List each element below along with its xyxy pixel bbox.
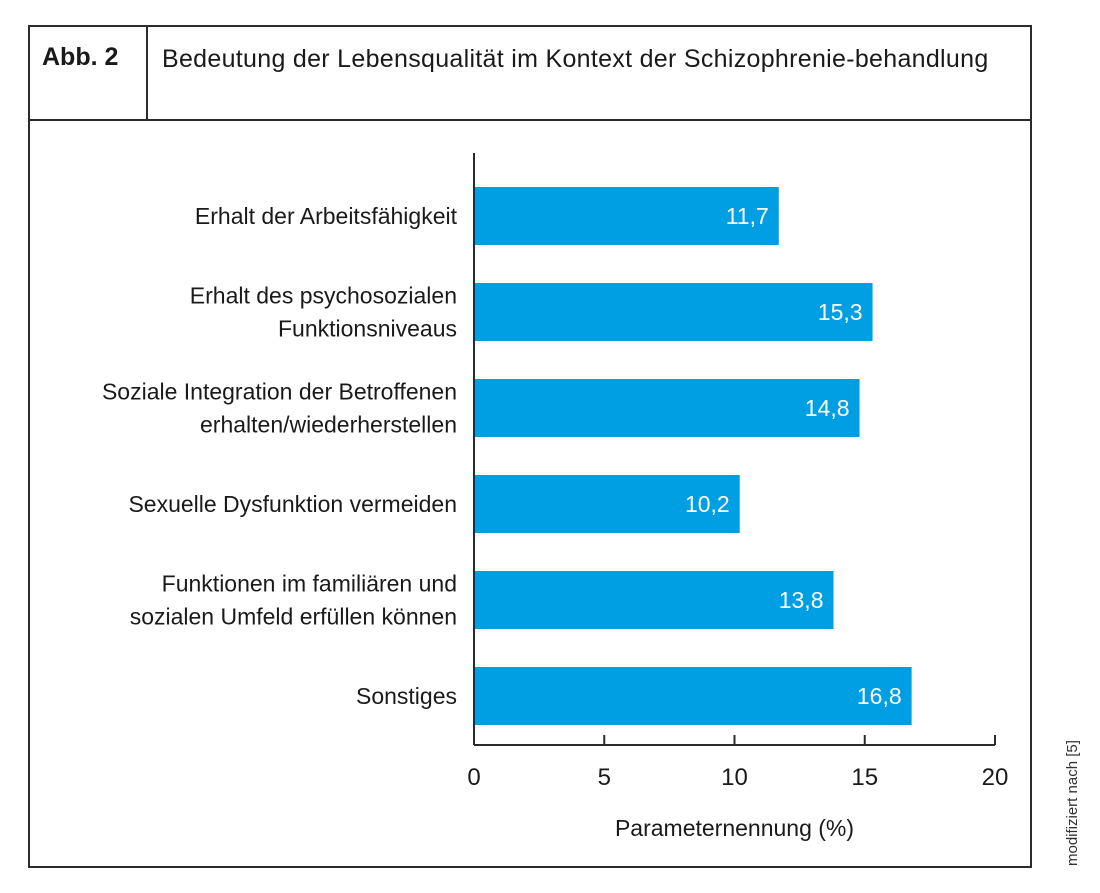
bar <box>474 571 834 629</box>
x-tick-label: 0 <box>467 764 480 791</box>
bar-value-label: 13,8 <box>779 587 824 613</box>
bar <box>474 475 740 533</box>
category-label: Funktionen im familiären und <box>162 571 457 597</box>
bar-value-label: 16,8 <box>857 683 902 709</box>
figure-title: Bedeutung der Lebensqualität im Kontext … <box>162 45 989 73</box>
x-tick-label: 15 <box>851 764 878 791</box>
source-note: modifiziert nach [5] <box>1064 740 1081 866</box>
bar-value-label: 11,7 <box>726 203 769 229</box>
x-tick-label: 20 <box>982 764 1009 791</box>
x-tick-label: 5 <box>598 764 611 791</box>
category-label: Sonstiges <box>356 683 457 709</box>
bar-value-label: 14,8 <box>805 395 850 421</box>
category-label: sozialen Umfeld erfüllen können <box>130 604 457 630</box>
bar <box>474 283 873 341</box>
category-label: Sexuelle Dysfunktion vermeiden <box>128 491 457 517</box>
category-label: Erhalt der Arbeitsfähigkeit <box>195 203 458 229</box>
bar <box>474 187 779 245</box>
bar <box>474 667 912 725</box>
figure-frame: Abb. 2 Bedeutung der Lebensqualität im K… <box>28 25 1032 868</box>
category-label: Erhalt des psychosozialen <box>190 283 457 309</box>
x-axis-title: Parameternennung (%) <box>615 815 854 841</box>
category-label: erhalten/wiederherstellen <box>200 412 457 438</box>
x-tick-label: 10 <box>721 764 748 791</box>
bar-value-label: 15,3 <box>818 299 863 325</box>
category-label: Funktionsniveaus <box>278 316 457 342</box>
bar <box>474 379 860 437</box>
figure-label: Abb. 2 <box>30 27 148 119</box>
figure-header: Abb. 2 Bedeutung der Lebensqualität im K… <box>30 27 1030 121</box>
category-label: Soziale Integration der Betroffenen <box>102 379 457 405</box>
bar-value-label: 10,2 <box>685 491 730 517</box>
